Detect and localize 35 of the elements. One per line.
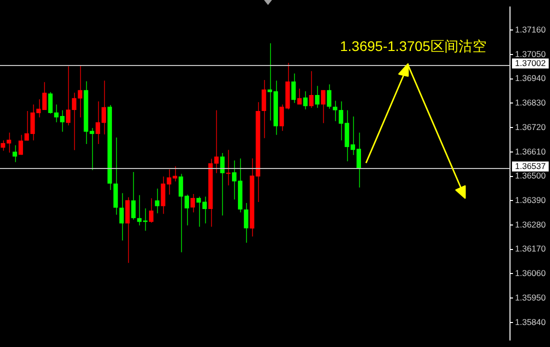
ref-line-label: 1.37002 <box>515 58 546 68</box>
y-tick-label: 1.37160 <box>515 24 546 34</box>
y-tick-label: 1.35950 <box>515 292 546 302</box>
y-tick-label: 1.36280 <box>515 219 546 230</box>
annotation: 1.3695-1.3705区间沽空 <box>340 38 486 54</box>
candlestick <box>18 134 23 156</box>
candlestick <box>131 172 136 220</box>
candlestick <box>148 198 154 224</box>
candlestick <box>125 196 130 264</box>
candlestick <box>190 193 195 213</box>
y-tick-label: 1.36830 <box>515 98 546 108</box>
y-tick-label: 1.36720 <box>515 122 546 132</box>
y-tick-label: 1.37050 <box>515 48 546 59</box>
candlestick <box>262 79 266 139</box>
candlestick <box>320 90 326 124</box>
candlestick <box>291 73 296 104</box>
y-tick-label: 1.36060 <box>515 268 546 278</box>
candlestick <box>326 84 332 110</box>
y-tick-label: 1.36940 <box>515 73 546 84</box>
candlestick <box>244 202 248 244</box>
ref-line-label: 1.36537 <box>515 160 546 171</box>
y-tick-label: 1.36610 <box>515 146 546 156</box>
y-tick-label: 1.35840 <box>515 316 546 327</box>
candlestick <box>154 188 160 214</box>
y-tick-label: 1.36170 <box>515 244 546 254</box>
candlestick <box>315 85 320 108</box>
candlestick <box>119 192 124 241</box>
candlestick <box>12 144 18 163</box>
candlestick <box>297 88 302 106</box>
candlestick <box>303 90 308 110</box>
candlestick <box>309 70 314 108</box>
y-tick-label: 1.36390 <box>515 194 546 205</box>
y-tick-label: 1.36500 <box>515 170 546 181</box>
candlestick <box>220 152 225 216</box>
candlestick <box>226 149 231 186</box>
